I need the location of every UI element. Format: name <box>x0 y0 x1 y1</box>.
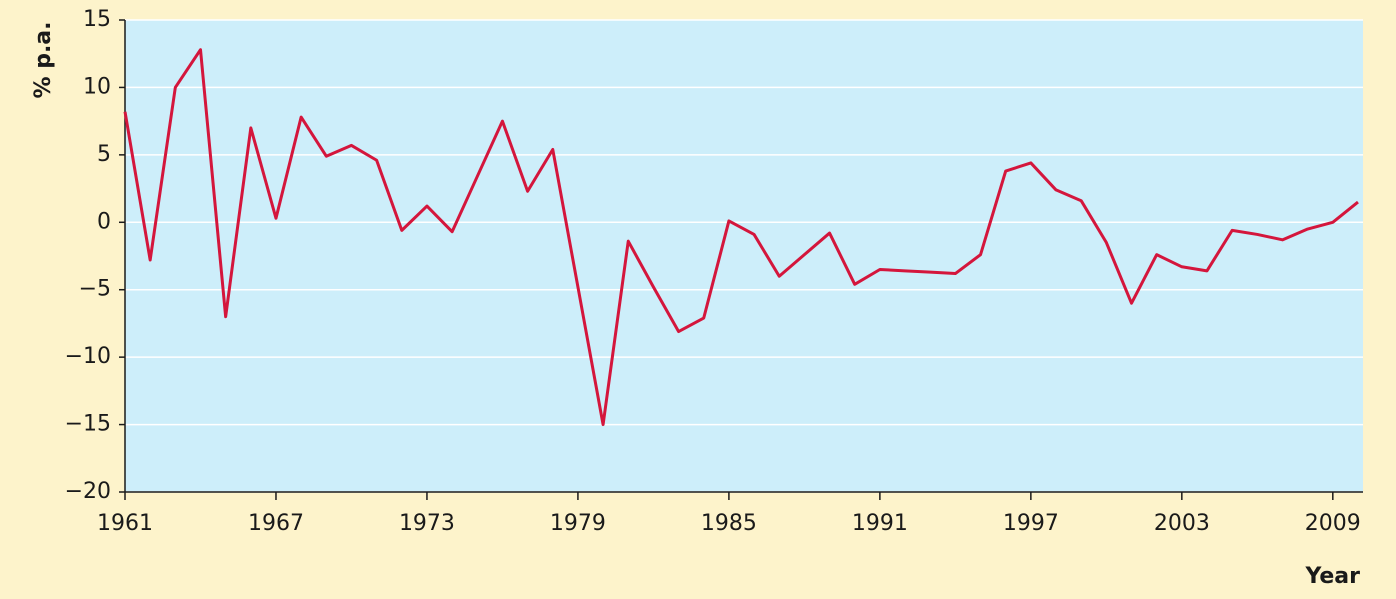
y-tick-label: 15 <box>83 7 111 32</box>
y-tick-label: −10 <box>65 344 111 369</box>
y-tick-label: 10 <box>83 74 111 99</box>
y-tick-label: 0 <box>97 209 111 234</box>
x-axis-label: Year <box>1304 564 1360 589</box>
y-tick-label: −5 <box>79 277 111 302</box>
x-tick-label: 1991 <box>852 511 908 536</box>
x-tick-label: 2009 <box>1305 511 1361 536</box>
plot-area <box>125 20 1363 492</box>
y-tick-label: −15 <box>65 412 111 437</box>
x-tick-label: 2003 <box>1154 511 1210 536</box>
x-tick-label: 1961 <box>97 511 153 536</box>
x-tick-label: 1979 <box>550 511 606 536</box>
data-line <box>123 48 1359 427</box>
x-tick-label: 1985 <box>701 511 757 536</box>
y-tick-label: 5 <box>97 142 111 167</box>
y-tick-label: −20 <box>65 479 111 504</box>
y-axis-label: % p.a. <box>31 21 56 98</box>
x-tick-label: 1973 <box>399 511 455 536</box>
x-tick-label: 1967 <box>248 511 304 536</box>
x-tick-label: 1997 <box>1003 511 1059 536</box>
